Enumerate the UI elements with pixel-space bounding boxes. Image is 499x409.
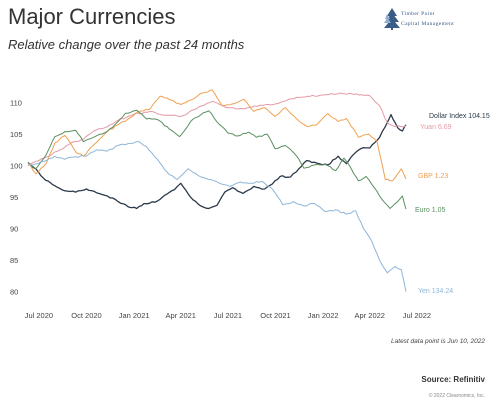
series-label-dollar-index: Dollar Index 104.15	[429, 113, 490, 120]
series-label-yuan: Yuan 6.69	[420, 124, 452, 131]
series-line-yen	[27, 141, 407, 292]
company-logo: Timber Point Capital Management	[383, 5, 495, 39]
series-lines	[27, 89, 407, 292]
series-label-yen: Yen 134.24	[418, 288, 453, 295]
y-tick-label: 100	[10, 162, 23, 171]
series-label-gbp: GBP 1.23	[418, 173, 448, 180]
series-line-yuan	[27, 92, 407, 165]
x-tick-label: Jul 2021	[214, 311, 242, 320]
y-tick-label: 105	[10, 130, 23, 139]
series-line-dollar-index	[27, 113, 407, 210]
y-tick-label: 80	[10, 288, 18, 297]
series-line-euro	[27, 109, 407, 210]
x-tick-label: Apr 2021	[166, 311, 196, 320]
series-line-gbp	[27, 89, 407, 182]
latest-data-note: Latest data point is Jun 10, 2022	[391, 338, 485, 345]
y-tick-label: 90	[10, 225, 18, 234]
tree-logo-icon	[384, 8, 400, 30]
x-tick-label: Jan 2022	[308, 311, 339, 320]
series-labels: Dollar Index 104.15 Yuan 6.69 GBP 1.23 Euro…	[415, 113, 490, 295]
x-tick-label: Oct 2020	[71, 311, 101, 320]
series-label-euro: Euro 1.05	[415, 207, 445, 214]
y-axis: 80 85 90 95 100 105 110	[10, 99, 23, 297]
logo-line-2: Capital Management	[401, 21, 455, 27]
x-tick-label: Jan 2021	[119, 311, 150, 320]
x-tick-label: Apr 2022	[355, 311, 385, 320]
x-tick-label: Jul 2020	[25, 311, 53, 320]
x-tick-label: Oct 2021	[260, 311, 290, 320]
logo-line-1: Timber Point	[401, 11, 435, 17]
y-tick-label: 85	[10, 256, 18, 265]
copyright-text: © 2022 Clearnomics, Inc.	[428, 393, 485, 399]
x-axis: Jul 2020 Oct 2020 Jan 2021 Apr 2021 Jul 2021…	[25, 311, 431, 320]
chart-subtitle: Relative change over the past 24 months	[8, 37, 245, 52]
y-tick-label: 95	[10, 193, 18, 202]
chart-title: Major Currencies	[8, 4, 176, 29]
x-tick-label: Jul 2022	[403, 311, 431, 320]
y-tick-label: 110	[10, 99, 22, 108]
source-text: Source: Refinitiv	[421, 375, 485, 384]
